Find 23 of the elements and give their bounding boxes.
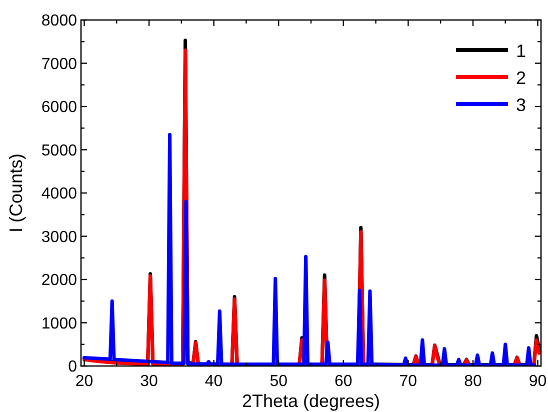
y-tick-label: 7000 [41, 56, 78, 73]
y-tick-label: 6000 [41, 99, 78, 116]
y-tick-label: 1000 [41, 315, 78, 332]
x-tick-label: 20 [75, 373, 94, 390]
y-tick-label: 5000 [41, 142, 78, 160]
x-tick-label: 40 [204, 373, 223, 390]
legend-label: 2 [516, 68, 526, 88]
line-series [82, 132, 536, 366]
x-tick-label: 30 [140, 373, 158, 390]
legend-label: 3 [516, 95, 526, 115]
x-tick-label: 70 [399, 373, 418, 390]
x-tick-label: 80 [464, 373, 482, 390]
x-tick-label: 50 [270, 373, 288, 390]
legend-label: 1 [516, 41, 526, 61]
y-tick-label: 4000 [41, 186, 78, 202]
y-tick-label: 8000 [41, 12, 78, 30]
y-axis-title: I (Counts) [6, 153, 26, 233]
x-axis-title: 2Theta (degrees) [242, 391, 380, 411]
x-tick-label: 60 [334, 373, 352, 390]
y-tick-label: 2000 [41, 272, 78, 289]
x-tick-label: 90 [528, 373, 547, 390]
y-tick-label: 0 [68, 358, 78, 376]
y-tick-label: 3000 [41, 228, 78, 246]
